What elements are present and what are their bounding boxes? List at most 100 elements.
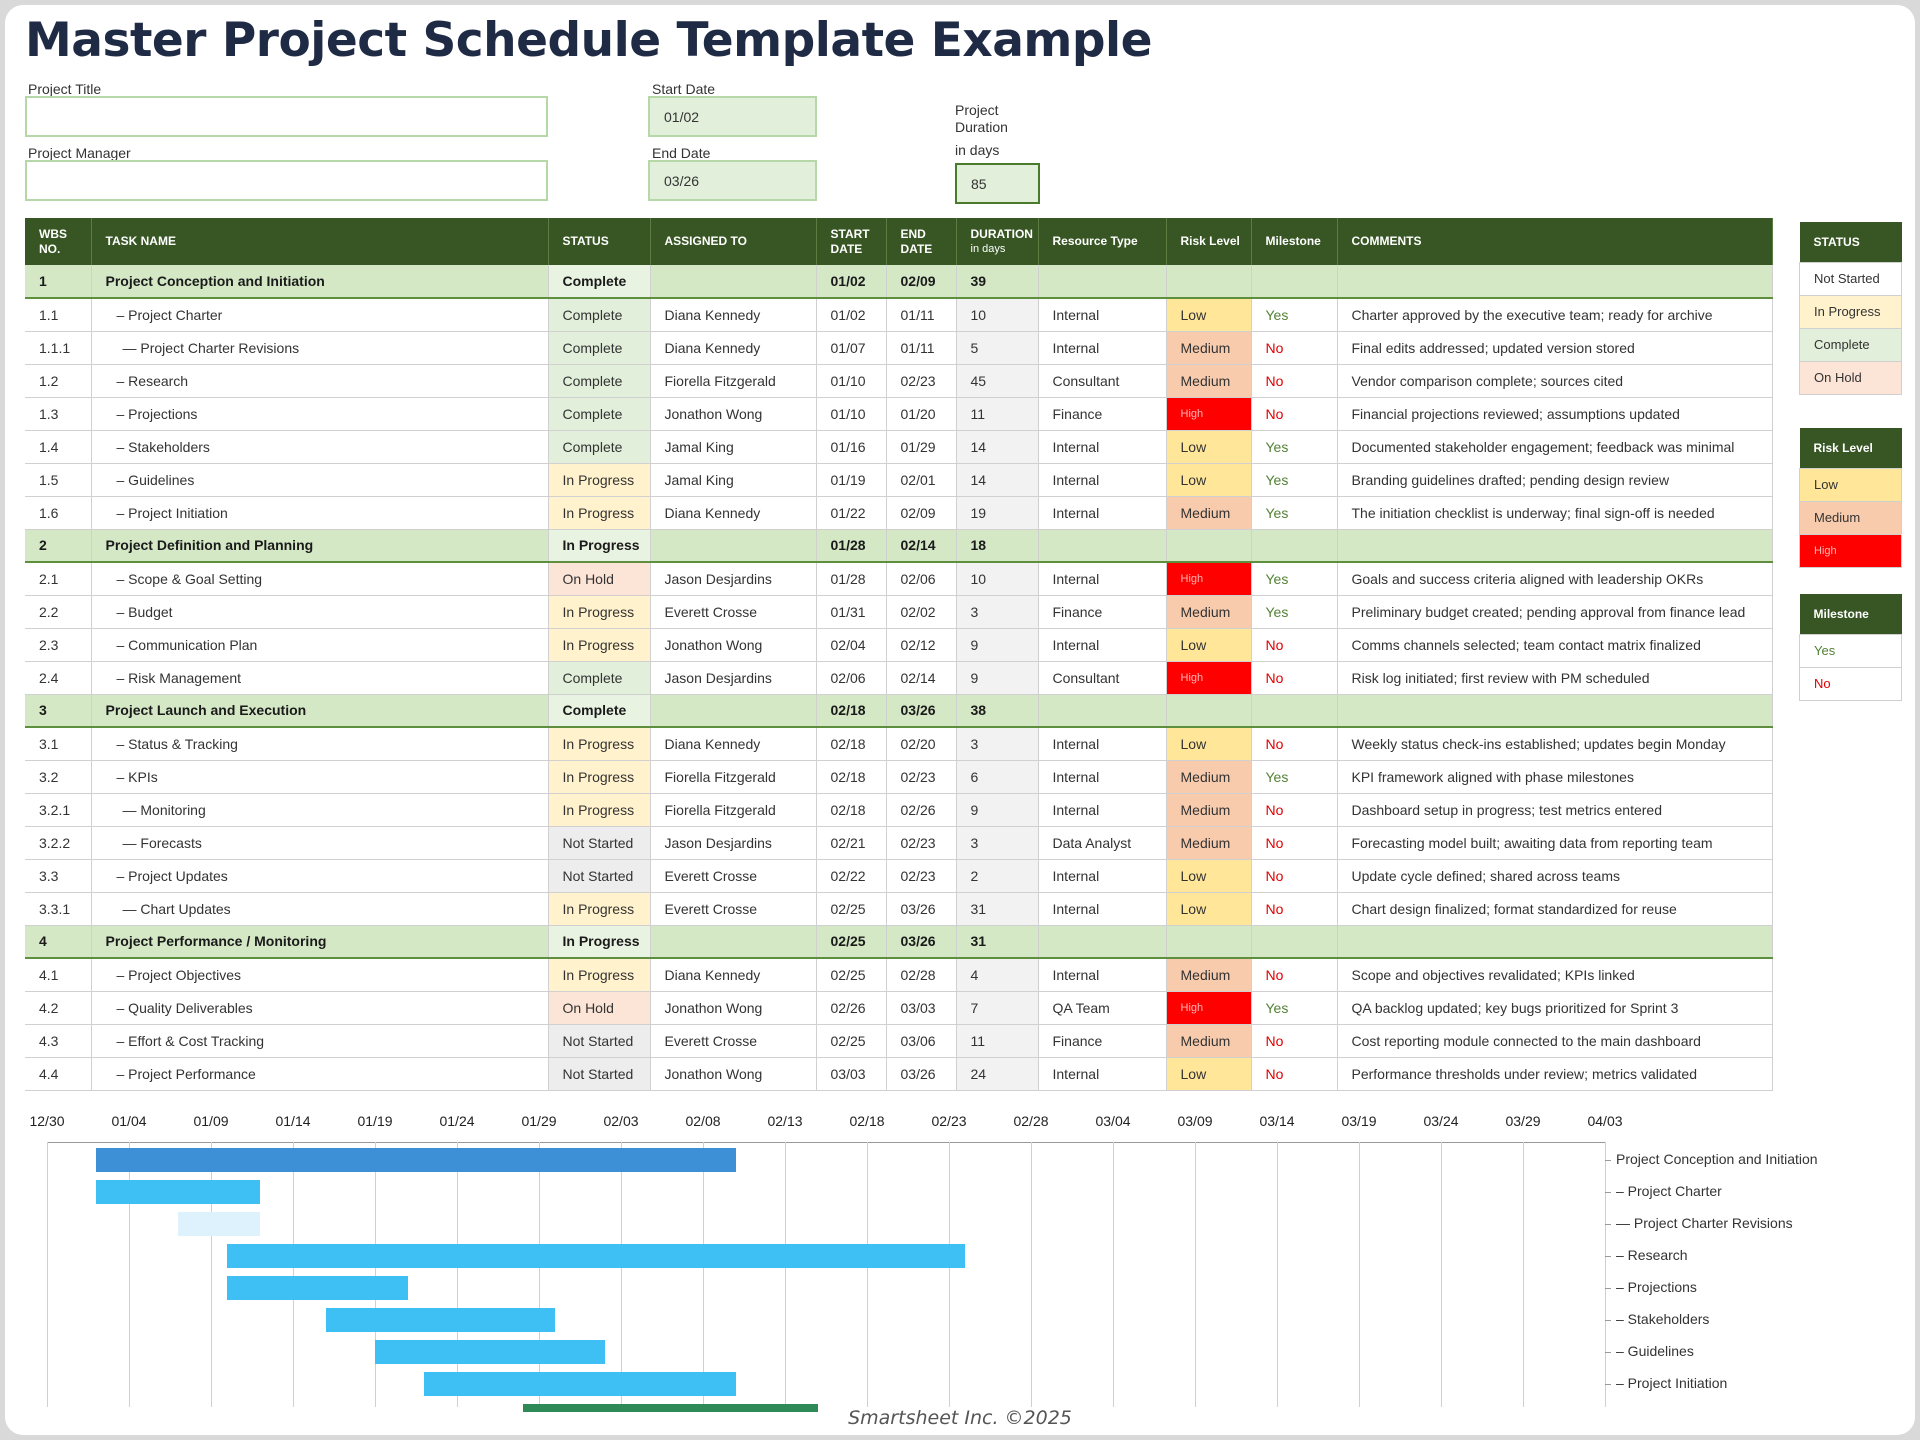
start-date-cell: 02/18 (816, 793, 887, 827)
project-title-input[interactable] (25, 96, 548, 137)
resource-type-cell: Finance (1038, 397, 1167, 431)
start-date-cell: 01/16 (816, 430, 887, 464)
assigned-to-cell: Jonathon Wong (650, 991, 817, 1025)
resource-type-cell: Consultant (1038, 661, 1167, 695)
gantt-tick-label: 01/19 (357, 1113, 393, 1129)
task-name-cell: — Project Charter Revisions (91, 331, 549, 365)
gantt-gridline (1359, 1142, 1360, 1407)
end-date-cell: 03/26 (886, 892, 957, 926)
gantt-gridline (539, 1142, 540, 1407)
col-assigned-to: ASSIGNED TO (650, 218, 817, 265)
end-date-cell: 03/26 (886, 925, 957, 959)
task-name-cell: – Project Initiation (91, 496, 549, 530)
end-date-cell: 02/20 (886, 727, 957, 761)
end-date-cell: 02/14 (886, 529, 957, 563)
status-cell: In Progress (548, 529, 651, 563)
risk-level-cell: Low (1166, 859, 1252, 893)
risk-level-cell: Low (1166, 1057, 1252, 1091)
status-cell: Complete (548, 298, 651, 332)
status-cell: Complete (548, 397, 651, 431)
start-date-cell: 01/10 (816, 364, 887, 398)
gantt-category-label: – Project Initiation (1616, 1375, 1728, 1391)
gantt-gridline (1605, 1142, 1606, 1407)
milestone-cell: Yes (1251, 562, 1338, 596)
comments-cell: Cost reporting module connected to the m… (1337, 1024, 1773, 1058)
status-legend-title: STATUS (1799, 222, 1902, 262)
task-name-cell: – Guidelines (91, 463, 549, 497)
risk-level-cell (1166, 694, 1252, 728)
comments-cell: Vendor comparison complete; sources cite… (1337, 364, 1773, 398)
comments-cell: Documented stakeholder engagement; feedb… (1337, 430, 1773, 464)
start-date-cell: 02/21 (816, 826, 887, 860)
status-cell: On Hold (548, 991, 651, 1025)
table-row: 3.3– Project Updates Not Started Everett C… (25, 859, 1773, 893)
status-cell: Not Started (548, 859, 651, 893)
end-date-input[interactable]: 03/26 (648, 160, 817, 201)
milestone-cell: No (1251, 661, 1338, 695)
duration-cell: 9 (956, 628, 1039, 662)
assigned-to-cell: Jason Desjardins (650, 826, 817, 860)
phase-row: 2 Project Definition and Planning In Progr… (25, 529, 1773, 563)
duration-label-line1: Project (955, 102, 999, 118)
resource-type-cell: Internal (1038, 430, 1167, 464)
gantt-tick-label: 02/13 (767, 1113, 803, 1129)
milestone-cell: Yes (1251, 496, 1338, 530)
task-name-cell: – Projections (91, 397, 549, 431)
comments-cell: Update cycle defined; shared across team… (1337, 859, 1773, 893)
footer-copyright: Smartsheet Inc. ©2025 (848, 1407, 1072, 1429)
gantt-gridline (1277, 1142, 1278, 1407)
assigned-to-cell: Everett Crosse (650, 595, 817, 629)
end-date-cell: 02/23 (886, 859, 957, 893)
start-date-cell: 01/02 (816, 298, 887, 332)
gantt-category-label: – Projections (1616, 1279, 1697, 1295)
assigned-to-cell (650, 694, 817, 728)
gantt-gridline (47, 1142, 48, 1407)
assigned-to-cell: Everett Crosse (650, 892, 817, 926)
resource-type-cell: Internal (1038, 298, 1167, 332)
comments-cell: Scope and objectives revalidated; KPIs l… (1337, 958, 1773, 992)
gantt-gridline (211, 1142, 212, 1407)
duration-cell: 14 (956, 430, 1039, 464)
milestone-cell: Yes (1251, 298, 1338, 332)
duration-label-line2: Duration (955, 119, 1008, 135)
risk-level-cell: Low (1166, 727, 1252, 761)
resource-type-cell: Internal (1038, 958, 1167, 992)
col-risk-level: Risk Level (1166, 218, 1252, 265)
start-date-input[interactable]: 01/02 (648, 96, 817, 137)
wbs-cell: 1.2 (25, 364, 92, 398)
milestone-cell: No (1251, 892, 1338, 926)
assigned-to-cell: Diana Kennedy (650, 331, 817, 365)
risk-level-cell: Low (1166, 892, 1252, 926)
risk-level-cell: Medium (1166, 958, 1252, 992)
duration-cell: 6 (956, 760, 1039, 794)
legend-in-progress: In Progress (1799, 294, 1902, 329)
wbs-cell: 2.2 (25, 595, 92, 629)
resource-type-cell: Finance (1038, 595, 1167, 629)
assigned-to-cell: Everett Crosse (650, 1024, 817, 1058)
end-date-cell: 02/23 (886, 760, 957, 794)
task-name-cell: — Chart Updates (91, 892, 549, 926)
project-manager-input[interactable] (25, 160, 548, 201)
duration-label: Project Duration in days (955, 102, 1008, 159)
start-date-cell: 01/28 (816, 529, 887, 563)
start-date-cell: 02/26 (816, 991, 887, 1025)
end-date-cell: 03/06 (886, 1024, 957, 1058)
risk-level-cell (1166, 925, 1252, 959)
end-date-cell: 02/06 (886, 562, 957, 596)
end-date-label: End Date (652, 145, 711, 161)
duration-cell: 39 (956, 265, 1039, 299)
resource-type-cell: Data Analyst (1038, 826, 1167, 860)
table-row: 2.2– Budget In Progress Everett Crosse 01/3… (25, 595, 1773, 629)
phase-row: 4 Project Performance / Monitoring In Prog… (25, 925, 1773, 959)
table-row: 1.5– Guidelines In Progress Jamal King 01/1… (25, 463, 1773, 497)
status-cell: Complete (548, 331, 651, 365)
gantt-category-tick (1605, 1192, 1611, 1193)
gantt-tick-label: 01/24 (439, 1113, 475, 1129)
comments-cell: QA backlog updated; key bugs prioritized… (1337, 991, 1773, 1025)
start-date-cell: 02/18 (816, 694, 887, 728)
duration-cell: 18 (956, 529, 1039, 563)
start-date-cell: 02/18 (816, 727, 887, 761)
gantt-tick-label: 03/24 (1423, 1113, 1459, 1129)
col-milestone: Milestone (1251, 218, 1338, 265)
milestone-cell: Yes (1251, 430, 1338, 464)
